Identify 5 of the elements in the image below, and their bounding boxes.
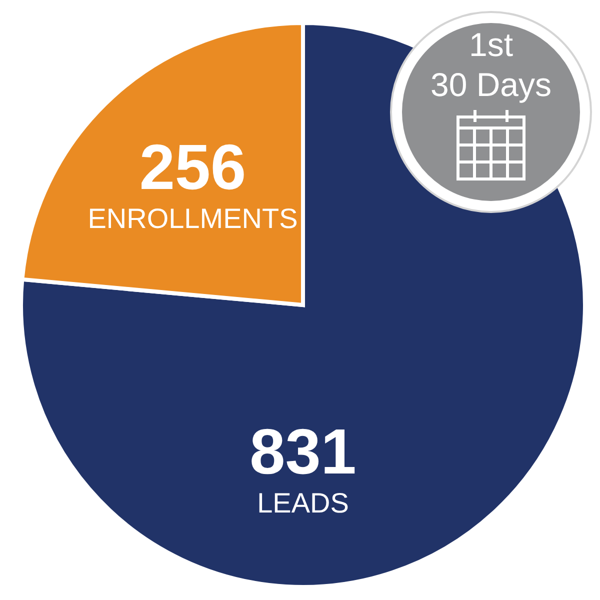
slice-label: ENROLLMENTS <box>88 203 298 234</box>
slice-label: LEADS <box>257 488 349 519</box>
data-label: 256 <box>139 131 246 204</box>
text: 1st 30 Days <box>430 25 552 105</box>
data-label: 831 <box>250 416 356 488</box>
